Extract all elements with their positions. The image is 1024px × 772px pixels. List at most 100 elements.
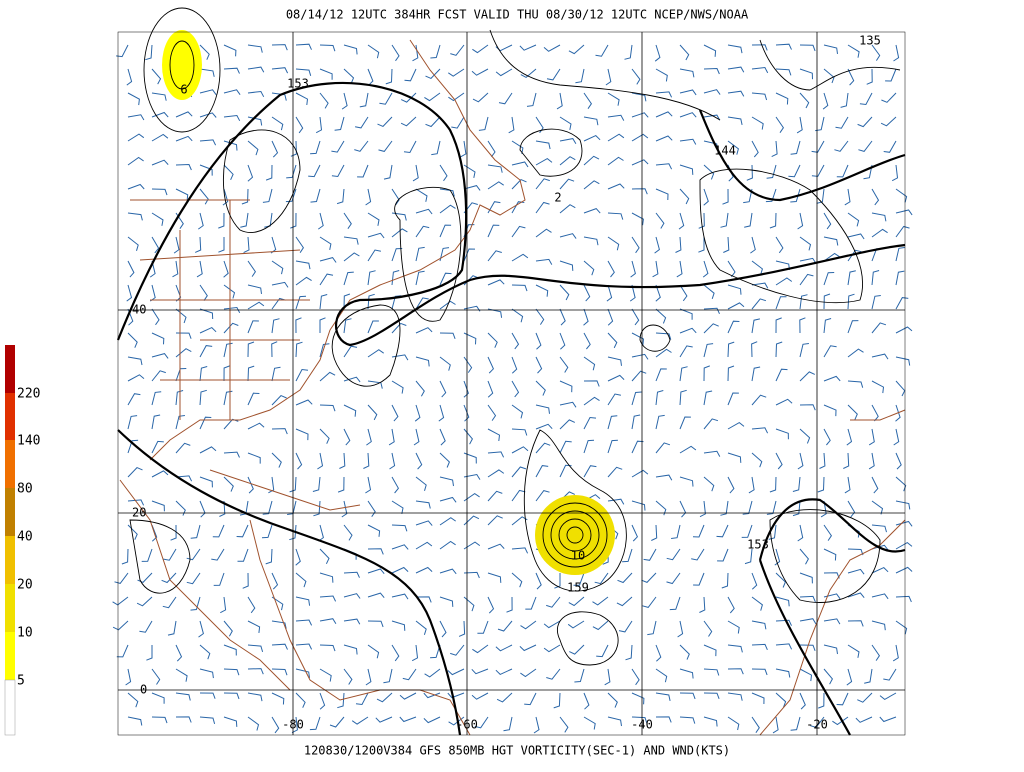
wind-barb: [703, 164, 715, 180]
wind-barb: [145, 44, 153, 61]
wind-barb: [391, 44, 400, 62]
wind-barb: [151, 414, 161, 430]
wind-barb: [655, 442, 671, 454]
wind-barb: [864, 668, 873, 684]
wind-barb: [727, 284, 742, 295]
wind-barb: [343, 236, 359, 245]
wind-barb: [535, 140, 551, 150]
wind-barb: [450, 644, 465, 656]
wind-barb: [823, 668, 834, 685]
wind-barb: [583, 180, 600, 190]
wind-barb: [846, 428, 853, 446]
wind-barb: [127, 236, 139, 251]
wind-barb: [271, 428, 288, 435]
wind-barb: [116, 644, 129, 658]
wind-barb: [399, 692, 417, 700]
wind-barb: [703, 307, 720, 315]
wind-barb: [823, 644, 838, 655]
wind-barb: [751, 116, 764, 130]
wind-barb: [175, 475, 193, 482]
wind-barb: [727, 44, 743, 54]
wind-barb: [163, 548, 177, 561]
colorbar-label: 10: [17, 626, 33, 641]
wind-barb: [871, 500, 884, 515]
wind-barb: [891, 164, 899, 182]
wind-barb: [655, 111, 673, 118]
wind-barb: [651, 524, 658, 541]
wind-barb: [817, 476, 825, 493]
wind-barb: [439, 272, 452, 286]
wind-barb: [295, 643, 313, 650]
wind-barb: [463, 380, 469, 398]
wind-barb: [511, 332, 520, 350]
wind-barb: [146, 645, 153, 661]
wind-barb: [679, 327, 697, 334]
wind-barb: [775, 317, 782, 334]
lon-label: -40: [631, 718, 653, 732]
wind-barb: [402, 668, 417, 681]
height-contour: [117, 429, 462, 736]
wind-barb: [474, 716, 489, 729]
wind-barb: [212, 524, 225, 538]
wind-barb: [127, 439, 139, 454]
wind-barb: [295, 572, 307, 588]
wind-barb: [319, 371, 336, 382]
wind-barb: [471, 668, 489, 675]
wind-barb: [799, 428, 811, 444]
wind-barb: [666, 572, 681, 585]
wind-barb: [495, 668, 513, 675]
wind-barb: [751, 282, 769, 289]
wind-barb: [775, 116, 785, 133]
wind-barb: [463, 473, 481, 480]
wind-barb: [199, 692, 216, 699]
wind-barb: [295, 368, 309, 382]
wind-barb: [151, 716, 168, 724]
wind-barb: [796, 116, 803, 134]
wind-barb: [559, 308, 566, 326]
map-caption: 120830/1200V384 GFS 850MB HGT VORTICITY(…: [304, 744, 730, 758]
wind-barb: [423, 716, 441, 724]
wind-barb: [799, 343, 809, 358]
wind-barb: [775, 692, 787, 708]
height-contour: [758, 498, 906, 736]
wind-barb: [447, 692, 465, 699]
wind-barb: [744, 548, 753, 565]
contour-label: 159: [567, 581, 589, 595]
wind-barb: [703, 716, 718, 727]
wind-barb: [535, 380, 546, 396]
wind-barb: [247, 620, 261, 633]
wind-barb: [213, 572, 225, 586]
wind-barb: [136, 596, 153, 607]
wind-barb: [703, 692, 720, 699]
wind-barb: [498, 92, 513, 105]
wind-barb: [439, 596, 454, 607]
wind-barb: [167, 620, 177, 636]
wind-barb: [367, 524, 381, 537]
wind-barb: [199, 89, 217, 95]
wind-barb: [247, 692, 263, 702]
wind-barb: [727, 116, 743, 126]
wind-barb: [343, 593, 361, 599]
wind-barb: [375, 716, 393, 723]
wind-barb: [463, 452, 477, 464]
wind-barb: [895, 620, 908, 635]
wind-barb: [895, 270, 905, 286]
wind-barb: [471, 68, 489, 76]
wind-barb: [295, 295, 307, 310]
wind-barb: [127, 92, 140, 106]
wind-barb: [775, 341, 783, 358]
wind-barb: [818, 692, 825, 709]
wind-barb: [568, 44, 585, 55]
wind-barb: [556, 92, 563, 110]
wind-barb: [161, 572, 177, 584]
contour-label: 153: [747, 538, 769, 552]
wind-barb: [359, 92, 369, 108]
wind-barb: [655, 414, 665, 430]
wind-barb: [624, 44, 633, 60]
wind-barb: [790, 140, 801, 155]
wind-barb: [525, 596, 537, 610]
wind-barb: [559, 178, 575, 190]
wind-barb: [857, 692, 873, 703]
wind-barb: [415, 476, 427, 491]
